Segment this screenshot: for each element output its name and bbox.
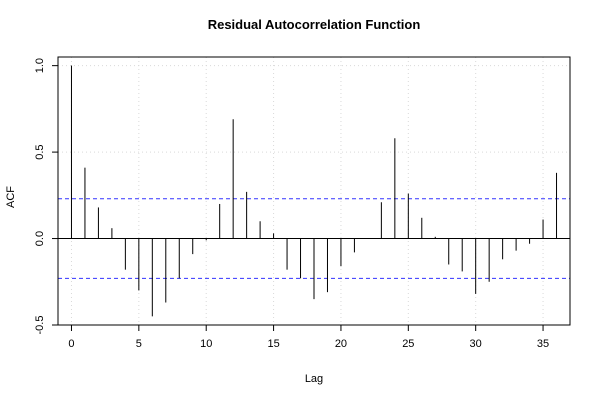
x-tick-label-4: 20 (335, 338, 347, 350)
chart-title: Residual Autocorrelation Function (208, 17, 421, 32)
x-tick-label-0: 0 (68, 338, 74, 350)
y-tick-label-1: 0.0 (34, 231, 46, 246)
x-tick-label-7: 35 (537, 338, 549, 350)
y-tick-label-0: -0.5 (34, 316, 46, 335)
acf-bars (70, 65, 558, 317)
axes: 0 5 10 15 20 25 30 35 -0.5 0.0 0.5 1.0 (34, 58, 549, 350)
x-tick-label-1: 5 (136, 338, 142, 350)
x-tick-label-2: 10 (200, 338, 212, 350)
x-axis-label: Lag (305, 373, 323, 385)
y-tick-label-3: 1.0 (34, 58, 46, 73)
y-axis-label: ACF (5, 186, 17, 208)
x-tick-label-3: 15 (267, 338, 279, 350)
x-tick-label-6: 30 (470, 338, 482, 350)
plot-frame (57, 56, 571, 326)
y-tick-label-2: 0.5 (34, 144, 46, 159)
x-tick-label-5: 25 (402, 338, 414, 350)
